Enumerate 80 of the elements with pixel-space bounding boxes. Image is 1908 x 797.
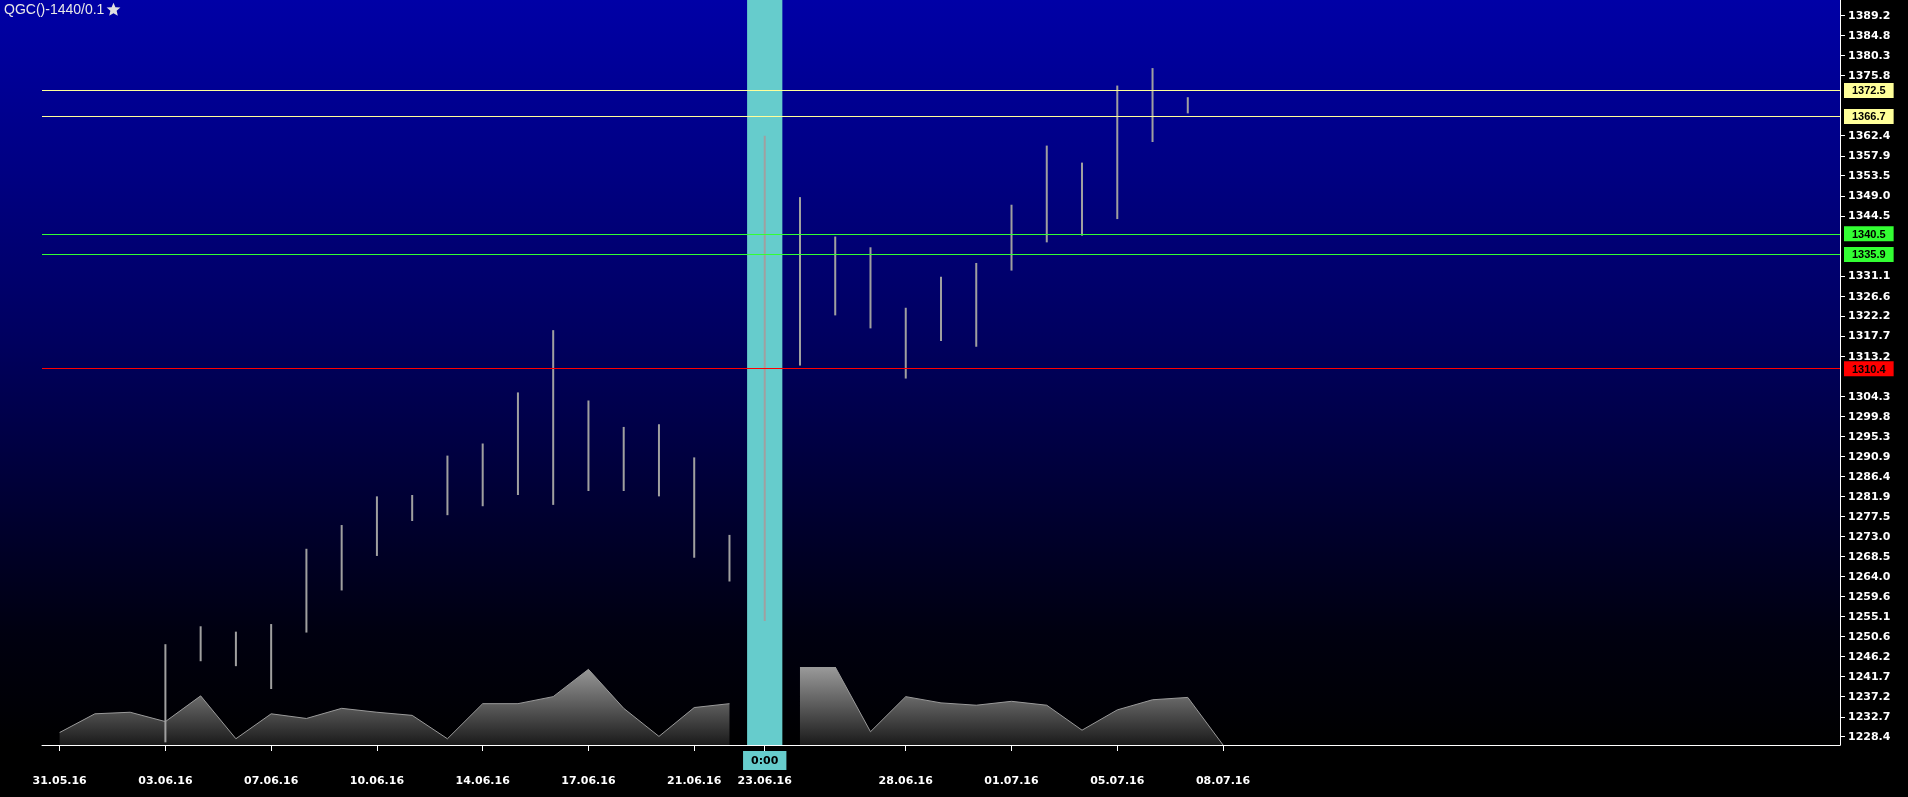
bar [834, 236, 837, 316]
y-tick-label: 1317.7 [1848, 329, 1891, 343]
x-tick-label: 23.06.16 [737, 774, 793, 787]
bar [1186, 97, 1189, 114]
y-tick-label: 1241.7 [1848, 669, 1891, 683]
y-tick-label: 1228.4 [1848, 729, 1891, 743]
bar [1081, 162, 1084, 236]
bar [446, 455, 449, 516]
bar [693, 457, 696, 558]
x-tick-label: 14.06.16 [455, 774, 511, 787]
y-tick-label: 1349.0 [1848, 189, 1891, 203]
bar [481, 443, 484, 507]
ref-line-label: 1310.4 [1852, 362, 1887, 375]
bar [411, 495, 414, 522]
y-tick-label: 1290.9 [1848, 449, 1891, 463]
y-tick-label: 1344.5 [1848, 209, 1891, 223]
x-tick-label: 03.06.16 [138, 774, 193, 787]
bar [728, 534, 731, 582]
y-tick-label: 1357.9 [1848, 149, 1891, 163]
x-tick-label: 10.06.16 [349, 774, 405, 787]
bar [940, 276, 942, 341]
ref-line-label: 1366.7 [1852, 110, 1886, 123]
y-tick-label: 1295.3 [1848, 429, 1891, 443]
bar [340, 525, 343, 591]
bar [975, 262, 978, 347]
x-tick-label: 17.06.16 [561, 774, 616, 787]
bar [869, 247, 872, 329]
y-tick-label: 1380.3 [1848, 49, 1891, 63]
bar [904, 307, 907, 379]
y-tick-label: 1304.3 [1848, 389, 1891, 403]
ref-line-label: 1372.5 [1852, 84, 1886, 97]
x-tick-label: 01.07.16 [984, 774, 1039, 787]
bar [657, 424, 660, 497]
bar [552, 330, 555, 505]
bar [763, 135, 766, 621]
bar [199, 626, 202, 662]
y-tick-label: 1273.0 [1848, 529, 1891, 543]
bar [516, 392, 519, 496]
bar [270, 624, 273, 689]
y-tick-label: 1281.9 [1848, 489, 1891, 503]
bar [1151, 68, 1154, 143]
bar [798, 197, 801, 366]
bar [305, 548, 308, 633]
y-tick-label: 1353.5 [1848, 169, 1891, 183]
y-tick-label: 1375.8 [1848, 69, 1891, 83]
y-tick-label: 1326.6 [1848, 289, 1891, 303]
x-tick-label: 28.06.16 [878, 774, 934, 787]
x-tick-label: 08.07.16 [1195, 774, 1251, 787]
y-tick-label: 1322.2 [1848, 309, 1891, 323]
bar [375, 496, 378, 556]
y-tick-label: 1299.8 [1848, 409, 1891, 423]
y-tick-label: 1268.5 [1848, 549, 1891, 563]
y-tick-label: 1232.7 [1848, 710, 1891, 724]
y-tick-label: 1331.1 [1848, 269, 1891, 283]
y-tick-label: 1286.4 [1848, 469, 1891, 483]
y-tick-label: 1313.2 [1848, 349, 1891, 363]
y-tick-label: 1362.4 [1848, 129, 1891, 143]
y-tick-label: 1264.0 [1848, 570, 1891, 584]
band-label: 0:00 [751, 754, 779, 767]
y-tick-label: 1250.6 [1848, 630, 1891, 644]
y-tick-label: 1246.2 [1848, 649, 1891, 663]
y-tick-label: 1237.2 [1848, 690, 1891, 704]
ref-line-label: 1335.9 [1852, 248, 1886, 261]
y-tick-label: 1277.5 [1848, 509, 1891, 523]
chart-title: QGC()-1440/0.1 [4, 1, 105, 17]
y-tick-label: 1255.1 [1848, 609, 1891, 623]
bar [587, 400, 590, 491]
x-tick-label: 21.06.16 [667, 774, 722, 787]
y-tick-label: 1259.6 [1848, 589, 1891, 603]
y-tick-label: 1389.2 [1848, 9, 1891, 23]
bar [622, 426, 625, 491]
bar [1045, 145, 1048, 243]
ref-line-label: 1340.5 [1852, 227, 1886, 240]
bar [1116, 85, 1119, 220]
x-tick-label: 05.07.16 [1090, 774, 1145, 787]
x-tick-label: 31.05.16 [32, 774, 88, 787]
y-tick-label: 1384.8 [1848, 28, 1891, 42]
x-tick-label: 07.06.16 [244, 774, 299, 787]
bar [1010, 204, 1013, 271]
bar [234, 631, 237, 667]
